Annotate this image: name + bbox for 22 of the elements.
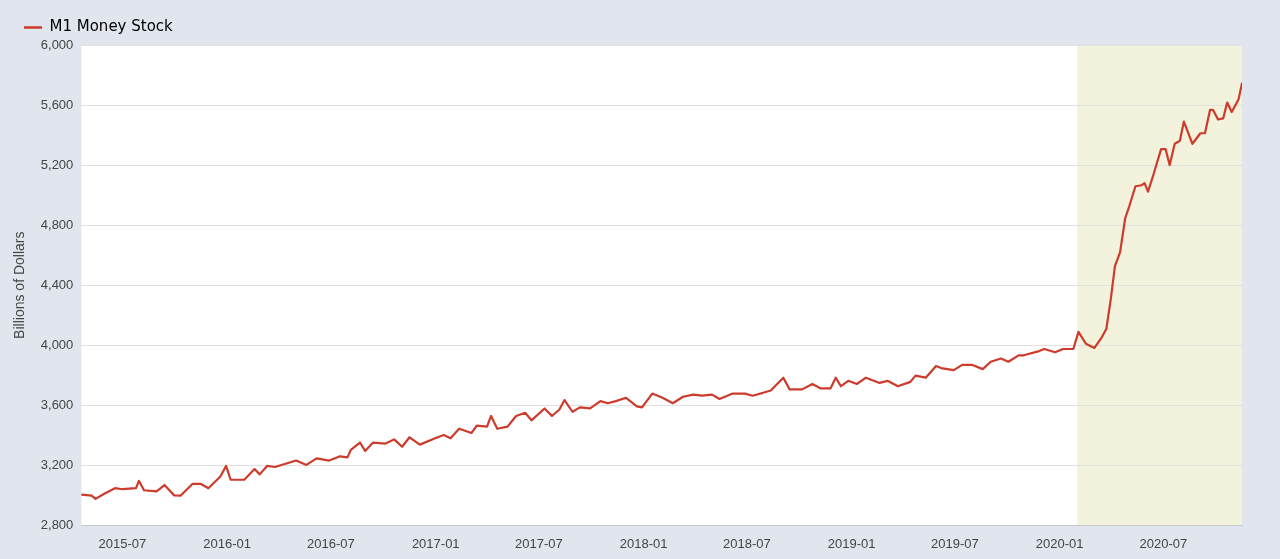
y-tick-label: 6,000 [40, 36, 74, 52]
x-tick-label: 2019-07 [930, 535, 979, 551]
legend-label: M1 Money Stock [49, 17, 174, 36]
x-tick-label: 2017-01 [411, 535, 460, 551]
y-tick-label: 4,400 [40, 276, 74, 292]
x-tick-label: 2020-01 [1035, 535, 1084, 551]
x-tick-label: 2016-07 [307, 535, 355, 551]
y-tick-label: 3,600 [40, 396, 74, 412]
x-tick-label: 2020-07 [1139, 535, 1188, 551]
y-tick-label: 5,200 [40, 156, 74, 172]
y-tick-label: 4,000 [40, 336, 74, 352]
x-tick-label: 2018-07 [722, 535, 771, 551]
y-tick-label: 3,200 [40, 456, 74, 472]
x-tick-label: 2017-07 [515, 535, 563, 551]
y-tick-label: 2,800 [40, 516, 74, 532]
y-tick-label: 4,800 [40, 216, 74, 232]
x-tick-label: 2015-07 [98, 535, 147, 551]
x-tick-label: 2018-01 [619, 535, 668, 551]
x-tick-label: 2019-01 [827, 535, 876, 551]
y-tick-label: 5,600 [40, 96, 74, 112]
x-tick-label: 2016-01 [203, 535, 252, 551]
y-axis-title: Billions of Dollars [11, 231, 28, 339]
